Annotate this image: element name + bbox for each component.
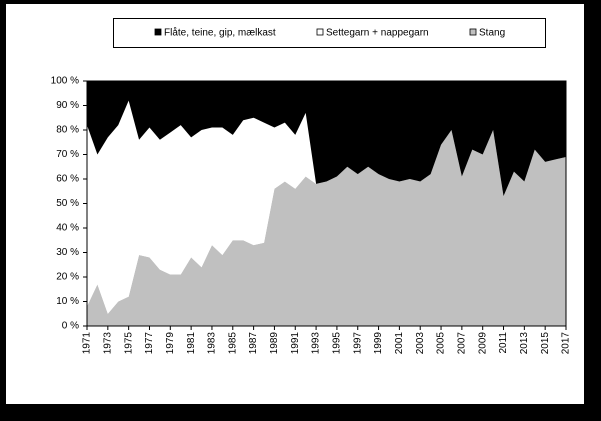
x-tick-label: 2017 <box>561 332 572 355</box>
y-tick-label: 60 % <box>56 174 79 185</box>
x-tick-label: 2015 <box>540 332 551 355</box>
x-tick-label: 1971 <box>82 332 93 355</box>
x-tick-label: 1979 <box>165 332 176 355</box>
y-tick-label: 20 % <box>56 272 79 283</box>
x-tick-label: 1985 <box>227 332 238 355</box>
x-tick-label: 1983 <box>207 332 218 355</box>
x-tick-label: 1995 <box>332 332 343 355</box>
x-tick-label: 1993 <box>311 332 322 355</box>
legend-label: Settegarn + nappegarn <box>326 28 429 39</box>
y-tick-label: 10 % <box>56 296 79 307</box>
legend-label: Flåte, teine, gip, mælkast <box>164 27 276 39</box>
x-tick-label: 2009 <box>477 332 488 355</box>
x-tick-label: 1989 <box>269 332 280 355</box>
legend-swatch <box>316 28 324 36</box>
x-tick-label: 2003 <box>415 332 426 355</box>
y-tick-label: 90 % <box>56 100 79 111</box>
x-tick-label: 1997 <box>352 332 363 355</box>
y-tick-label: 0 % <box>62 321 79 332</box>
y-tick-label: 70 % <box>56 149 79 160</box>
x-tick-label: 1991 <box>290 332 301 355</box>
legend-swatch <box>154 28 162 36</box>
x-tick-label: 2011 <box>498 332 509 354</box>
legend-label: Stang <box>479 28 505 39</box>
area <box>87 130 566 326</box>
x-tick-label: 1973 <box>102 332 113 355</box>
x-tick-label: 2005 <box>436 332 447 355</box>
x-tick-label: 1987 <box>248 332 259 355</box>
y-tick-label: 30 % <box>56 247 79 258</box>
y-tick-label: 40 % <box>56 223 79 234</box>
x-tick-label: 1977 <box>144 332 155 355</box>
x-tick-label: 1975 <box>123 332 134 355</box>
x-tick-label: 1999 <box>373 332 384 355</box>
x-tick-label: 2007 <box>457 332 468 355</box>
area <box>87 81 566 197</box>
area <box>87 100 566 314</box>
x-tick-label: 1981 <box>186 332 197 355</box>
y-tick-label: 50 % <box>56 198 79 209</box>
y-tick-label: 80 % <box>56 125 79 136</box>
y-tick-label: 100 % <box>51 76 79 87</box>
legend-swatch <box>469 28 477 36</box>
x-tick-label: 2013 <box>519 332 530 355</box>
x-tick-label: 2001 <box>394 332 405 355</box>
